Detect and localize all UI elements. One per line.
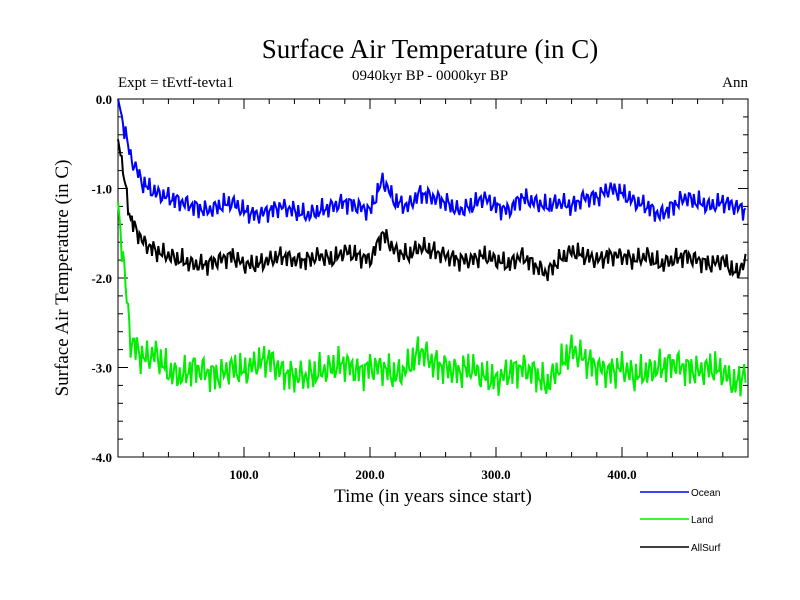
x-axis-label: Time (in years since start): [334, 486, 532, 507]
series-line-ocean: [117, 98, 747, 224]
x-tick-label: 400.0: [607, 467, 636, 482]
chart-title: Surface Air Temperature (in C): [262, 34, 599, 64]
y-tick-label: -3.0: [91, 361, 112, 376]
legend: Ocean Land AllSurf: [640, 488, 721, 554]
series-line-land: [117, 201, 747, 397]
season-label: Ann: [722, 75, 748, 91]
legend-label-ocean: Ocean: [691, 488, 720, 499]
series-lines: [117, 98, 747, 397]
y-tick-label: -4.0: [91, 450, 112, 465]
y-axis-label: Surface Air Temperature (in C): [52, 160, 73, 397]
y-tick-label: -2.0: [91, 271, 112, 286]
plot-area: [117, 98, 749, 458]
x-tick-label: 100.0: [229, 467, 258, 482]
legend-label-allsurf: AllSurf: [691, 543, 721, 554]
x-tick-label: 200.0: [355, 467, 384, 482]
chart-subtitle: 0940kyr BP - 0000kyr BP: [352, 68, 508, 84]
experiment-label: Expt = tEvtf-tevta1: [118, 75, 234, 91]
x-tick-label: 300.0: [481, 467, 510, 482]
y-tick-label: -1.0: [91, 182, 112, 197]
plot-border: [117, 98, 749, 458]
y-tick-label: 0.0: [96, 92, 112, 107]
series-line-allsurf: [117, 139, 747, 282]
legend-label-land: Land: [691, 515, 713, 526]
axis-ticks: 100.0 200.0 300.0 400.0 0.0 -1.0 -2.0 -3.0 -4.0: [91, 92, 748, 482]
